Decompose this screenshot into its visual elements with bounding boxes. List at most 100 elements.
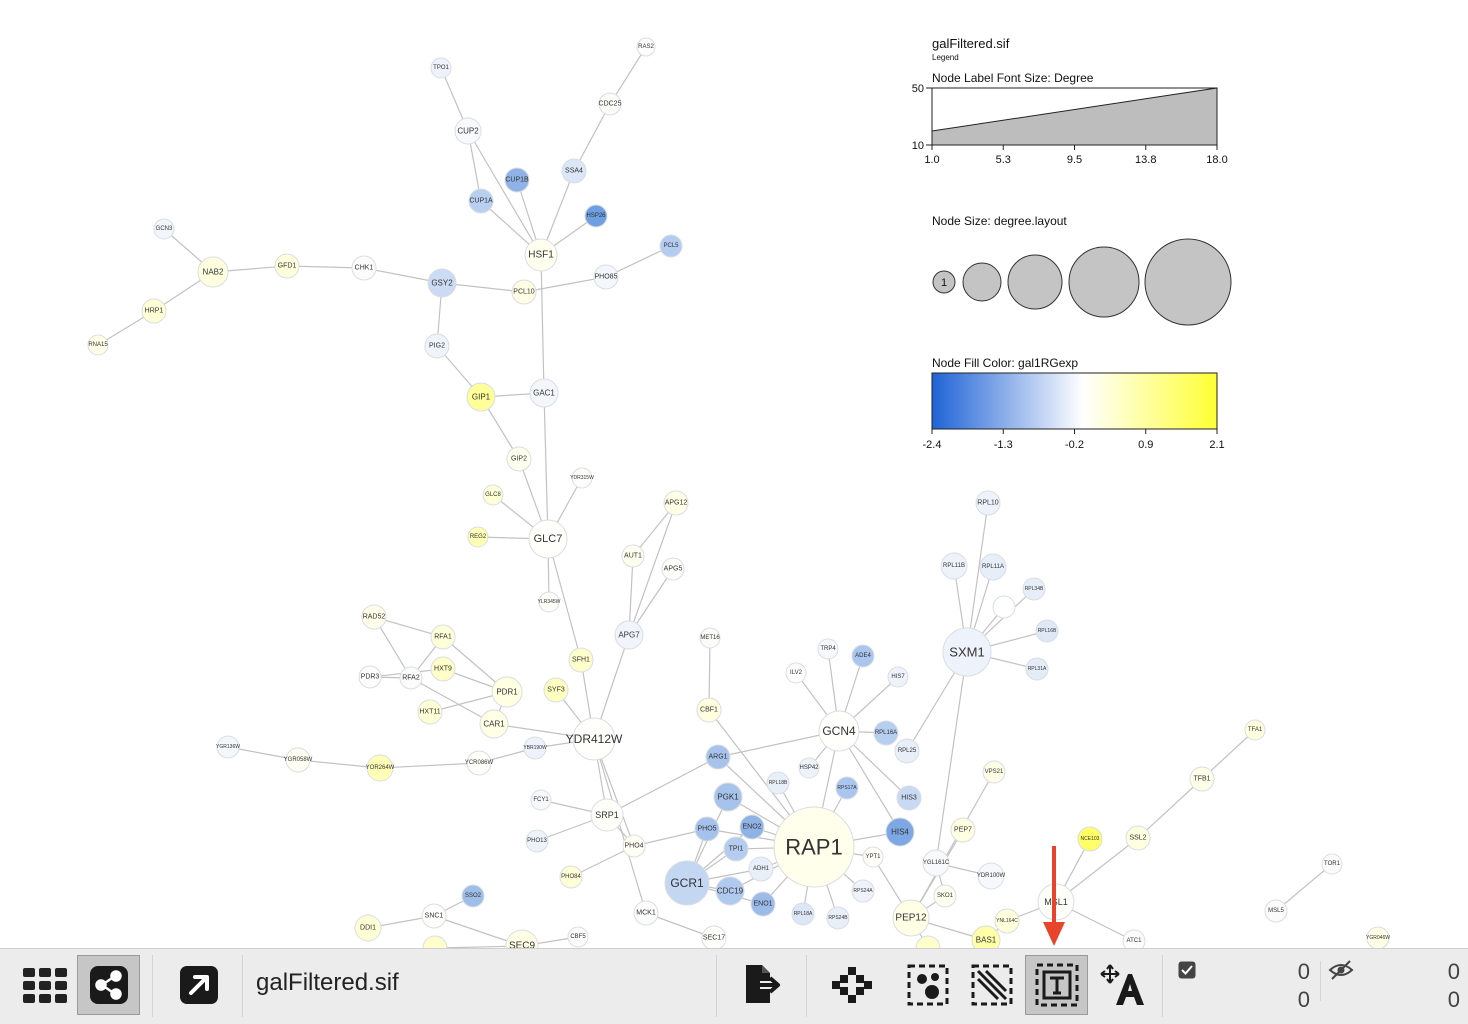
network-node[interactable]: SNC1 bbox=[421, 903, 447, 929]
network-node[interactable]: CDC25 bbox=[598, 92, 622, 116]
node-circle[interactable] bbox=[979, 553, 1007, 581]
select-neighbors-button[interactable] bbox=[822, 955, 882, 1015]
node-circle[interactable] bbox=[851, 879, 875, 903]
network-node[interactable]: RPS24B bbox=[826, 906, 850, 930]
node-circle[interactable] bbox=[798, 757, 820, 779]
network-edge[interactable] bbox=[286, 265, 365, 269]
network-node[interactable]: GCN4 bbox=[818, 710, 860, 752]
network-node[interactable] bbox=[992, 595, 1016, 619]
node-circle[interactable] bbox=[750, 891, 776, 917]
node-circle[interactable] bbox=[482, 484, 504, 506]
network-node[interactable]: GAC1 bbox=[529, 378, 559, 408]
network-edge[interactable] bbox=[573, 103, 611, 172]
node-circle[interactable] bbox=[366, 754, 394, 782]
network-node[interactable]: PDR1 bbox=[491, 676, 523, 708]
node-circle[interactable] bbox=[430, 57, 452, 79]
network-node[interactable] bbox=[422, 935, 448, 948]
node-circle[interactable] bbox=[421, 903, 447, 929]
network-node[interactable]: TFA1 bbox=[1244, 719, 1266, 741]
node-circle[interactable] bbox=[538, 591, 560, 613]
node-circle[interactable] bbox=[505, 929, 539, 948]
network-node[interactable]: RPL10 bbox=[975, 490, 1001, 516]
node-circle[interactable] bbox=[584, 204, 608, 228]
node-circle[interactable] bbox=[862, 846, 884, 868]
network-node[interactable]: AUT1 bbox=[621, 544, 645, 568]
network-node[interactable]: GLC7 bbox=[528, 519, 568, 559]
network-edge[interactable] bbox=[543, 392, 549, 540]
network-node[interactable]: GCR1 bbox=[664, 860, 710, 906]
node-circle[interactable] bbox=[791, 902, 815, 926]
network-node[interactable]: RAD52 bbox=[361, 604, 387, 630]
node-circle[interactable] bbox=[885, 817, 915, 847]
network-node[interactable]: ATC1 bbox=[1122, 929, 1146, 948]
node-circle[interactable] bbox=[922, 849, 950, 877]
network-node[interactable]: DDI1 bbox=[354, 914, 382, 942]
node-circle[interactable] bbox=[894, 738, 920, 764]
node-circle[interactable] bbox=[361, 604, 387, 630]
node-circle[interactable] bbox=[454, 117, 482, 145]
node-circle[interactable] bbox=[1122, 929, 1146, 948]
node-circle[interactable] bbox=[593, 264, 619, 290]
network-node[interactable]: PCL5 bbox=[659, 234, 683, 258]
network-node[interactable]: CHK1 bbox=[351, 255, 377, 281]
network-node[interactable]: RPL25 bbox=[894, 738, 920, 764]
node-circle[interactable] bbox=[197, 256, 229, 288]
network-node[interactable]: ADE4 bbox=[851, 644, 875, 668]
network-node[interactable]: HSP42 bbox=[798, 757, 820, 779]
network-node[interactable]: GFD1 bbox=[274, 253, 300, 279]
network-node[interactable]: YGR058W bbox=[284, 747, 313, 773]
network-node[interactable]: SEC9 bbox=[505, 929, 539, 948]
network-node[interactable]: YDR100W bbox=[977, 862, 1006, 890]
network-node[interactable]: GLC8 bbox=[482, 484, 504, 506]
node-circle[interactable] bbox=[1025, 657, 1049, 681]
network-node[interactable]: GIP1 bbox=[466, 382, 496, 412]
network-node[interactable]: RPL34B bbox=[1022, 577, 1046, 601]
network-node[interactable]: APG12 bbox=[663, 490, 689, 516]
network-node[interactable]: CUP1A bbox=[468, 188, 494, 214]
node-circle[interactable] bbox=[773, 806, 855, 888]
node-circle[interactable] bbox=[530, 789, 552, 811]
network-edge[interactable] bbox=[410, 677, 495, 725]
node-circle[interactable] bbox=[659, 234, 683, 258]
node-circle[interactable] bbox=[1077, 826, 1103, 852]
node-circle[interactable] bbox=[511, 279, 537, 305]
node-circle[interactable] bbox=[766, 771, 790, 795]
node-circle[interactable] bbox=[466, 750, 492, 776]
network-node[interactable]: CUP2 bbox=[454, 117, 482, 145]
node-circle[interactable] bbox=[942, 627, 992, 677]
node-circle[interactable] bbox=[559, 865, 583, 889]
network-node[interactable]: NCE103 bbox=[1077, 826, 1103, 852]
node-circle[interactable] bbox=[994, 908, 1020, 934]
network-node[interactable]: RPS24A bbox=[851, 879, 875, 903]
network-node[interactable]: PHO13 bbox=[525, 829, 549, 853]
node-circle[interactable] bbox=[504, 167, 530, 193]
node-circle[interactable] bbox=[621, 544, 645, 568]
network-node[interactable]: TPI1 bbox=[723, 836, 749, 862]
network-node[interactable]: YNL164C bbox=[994, 908, 1020, 934]
network-node[interactable]: RAS2 bbox=[636, 37, 656, 57]
network-edge[interactable] bbox=[717, 730, 840, 758]
network-node[interactable]: HSP26 bbox=[584, 204, 608, 228]
network-node[interactable]: ADH1 bbox=[748, 856, 774, 882]
node-circle[interactable] bbox=[467, 526, 489, 548]
network-edge[interactable] bbox=[1137, 778, 1203, 839]
network-edge[interactable] bbox=[570, 845, 635, 878]
network-edge[interactable] bbox=[523, 276, 607, 293]
node-circle[interactable] bbox=[461, 884, 485, 908]
node-circle[interactable] bbox=[1366, 926, 1390, 948]
network-node[interactable]: CBF1 bbox=[696, 697, 722, 723]
network-node[interactable]: ILV2 bbox=[785, 662, 807, 684]
export-button[interactable] bbox=[732, 955, 792, 1015]
network-edge[interactable] bbox=[540, 254, 545, 394]
network-node[interactable]: GSY2 bbox=[427, 268, 457, 298]
node-circle[interactable] bbox=[424, 333, 450, 359]
node-circle[interactable] bbox=[661, 557, 685, 581]
node-circle[interactable] bbox=[561, 158, 587, 184]
node-circle[interactable] bbox=[1189, 766, 1215, 792]
node-circle[interactable] bbox=[1244, 719, 1266, 741]
node-circle[interactable] bbox=[940, 552, 968, 580]
node-circle[interactable] bbox=[614, 620, 644, 650]
network-node[interactable]: YDR315W bbox=[570, 467, 594, 489]
network-node[interactable]: HXT9 bbox=[430, 656, 456, 682]
selection-checkbox[interactable] bbox=[1178, 961, 1196, 979]
